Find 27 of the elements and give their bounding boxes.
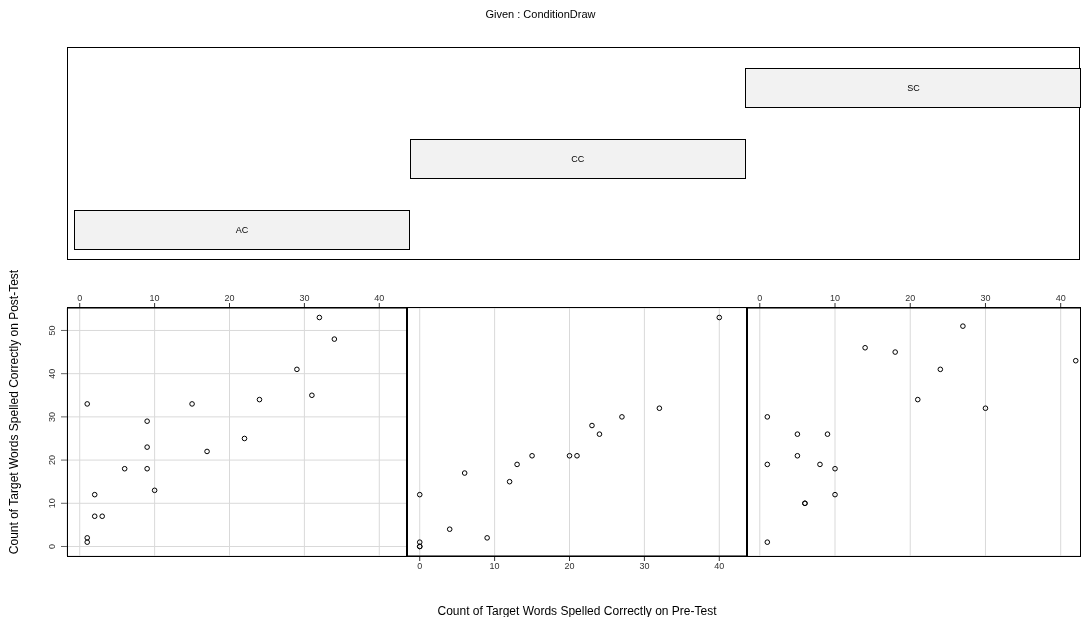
x-axis-title: Count of Target Words Spelled Correctly on Pre-Test bbox=[437, 604, 718, 617]
x-tick-label: 40 bbox=[1055, 293, 1066, 303]
x-tick-label: 0 bbox=[77, 293, 83, 303]
y-axis-title: Count of Target Words Spelled Correctly on Post-Test bbox=[7, 269, 22, 555]
y-tick-label: 50 bbox=[47, 325, 57, 336]
y-tick-label: 0 bbox=[47, 543, 57, 549]
x-tick-label: 30 bbox=[639, 561, 650, 572]
x-tick-label: 10 bbox=[489, 561, 500, 572]
y-tick-label: 10 bbox=[47, 498, 57, 509]
x-tick-label: 20 bbox=[224, 293, 235, 303]
x-tick-label: 40 bbox=[714, 561, 725, 572]
x-tick-label: 30 bbox=[980, 293, 991, 303]
x-tick-label: 40 bbox=[374, 293, 385, 303]
x-tick-label: 20 bbox=[564, 561, 575, 572]
category-label: AC bbox=[74, 210, 410, 250]
category-label: CC bbox=[409, 139, 746, 179]
category-label: SC bbox=[745, 68, 1081, 108]
y-tick-label: 20 bbox=[47, 455, 57, 466]
x-tick-label: 20 bbox=[905, 293, 916, 303]
x-tick-label: 30 bbox=[299, 293, 310, 303]
y-tick-label: 40 bbox=[47, 368, 57, 379]
x-tick-label: 10 bbox=[149, 293, 160, 303]
x-tick-label: 10 bbox=[830, 293, 841, 303]
x-tick-label: 0 bbox=[417, 561, 423, 572]
text: Given : ConditionDraw bbox=[484, 8, 597, 20]
y-tick-label: 30 bbox=[47, 411, 57, 422]
x-tick-label: 0 bbox=[757, 293, 763, 303]
